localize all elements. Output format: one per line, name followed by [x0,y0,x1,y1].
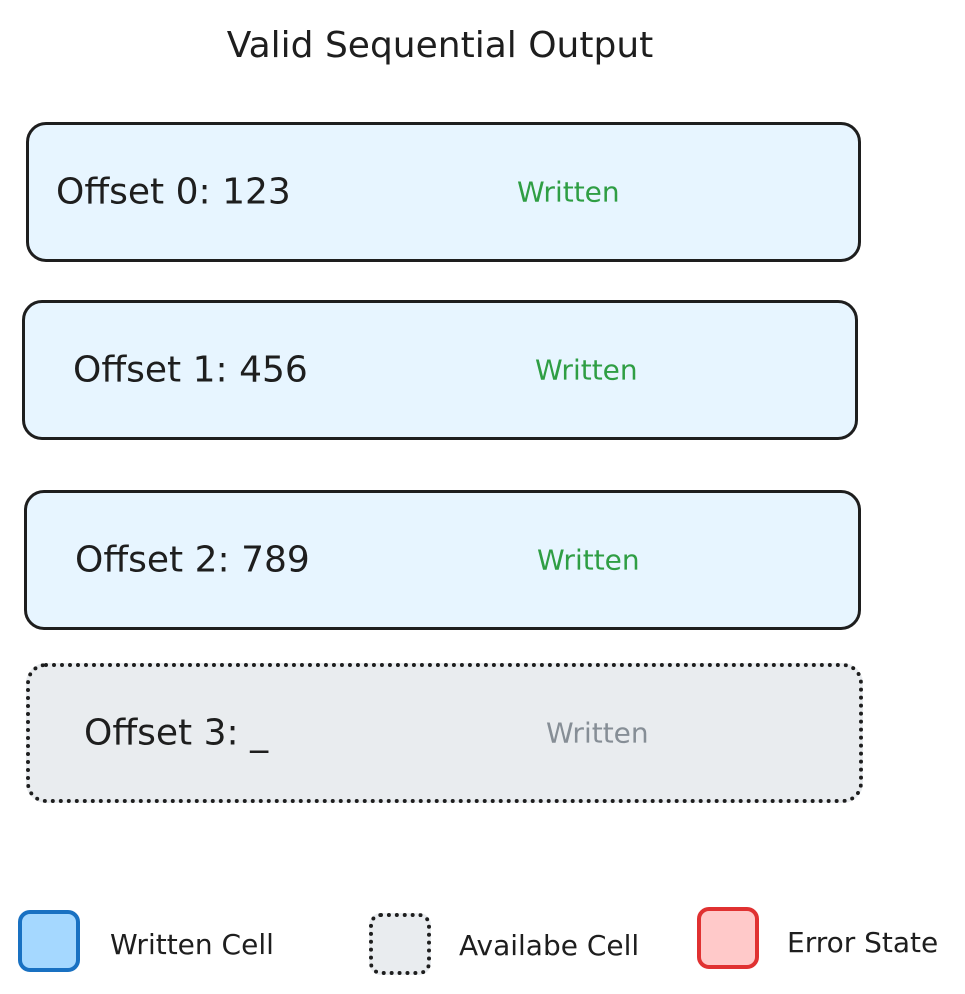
written-cell-swatch [18,910,80,972]
available-cell-legend-label: Availabe Cell [459,929,640,962]
offset-0-label: Offset 0: 123 [56,171,291,213]
offset-2-label: Offset 2: 789 [75,539,310,581]
diagram-title: Valid Sequential Output [226,25,654,66]
offset-1-label: Offset 1: 456 [73,349,308,391]
offset-2-cell: Offset 2: 789 Written [24,490,861,630]
offset-3-status: Written [546,716,649,750]
offset-0-cell: Offset 0: 123 Written [26,122,861,262]
error-state-swatch [697,907,759,969]
available-cell-swatch [369,913,431,975]
offset-3-label: Offset 3: _ [84,712,269,754]
error-state-legend-label: Error State [787,926,939,959]
offset-1-cell: Offset 1: 456 Written [22,300,858,440]
offset-0-status: Written [517,175,620,209]
offset-3-cell: Offset 3: _ Written [26,663,863,803]
offset-1-status: Written [535,353,638,387]
offset-2-status: Written [537,543,640,577]
written-cell-legend-label: Written Cell [110,928,274,961]
